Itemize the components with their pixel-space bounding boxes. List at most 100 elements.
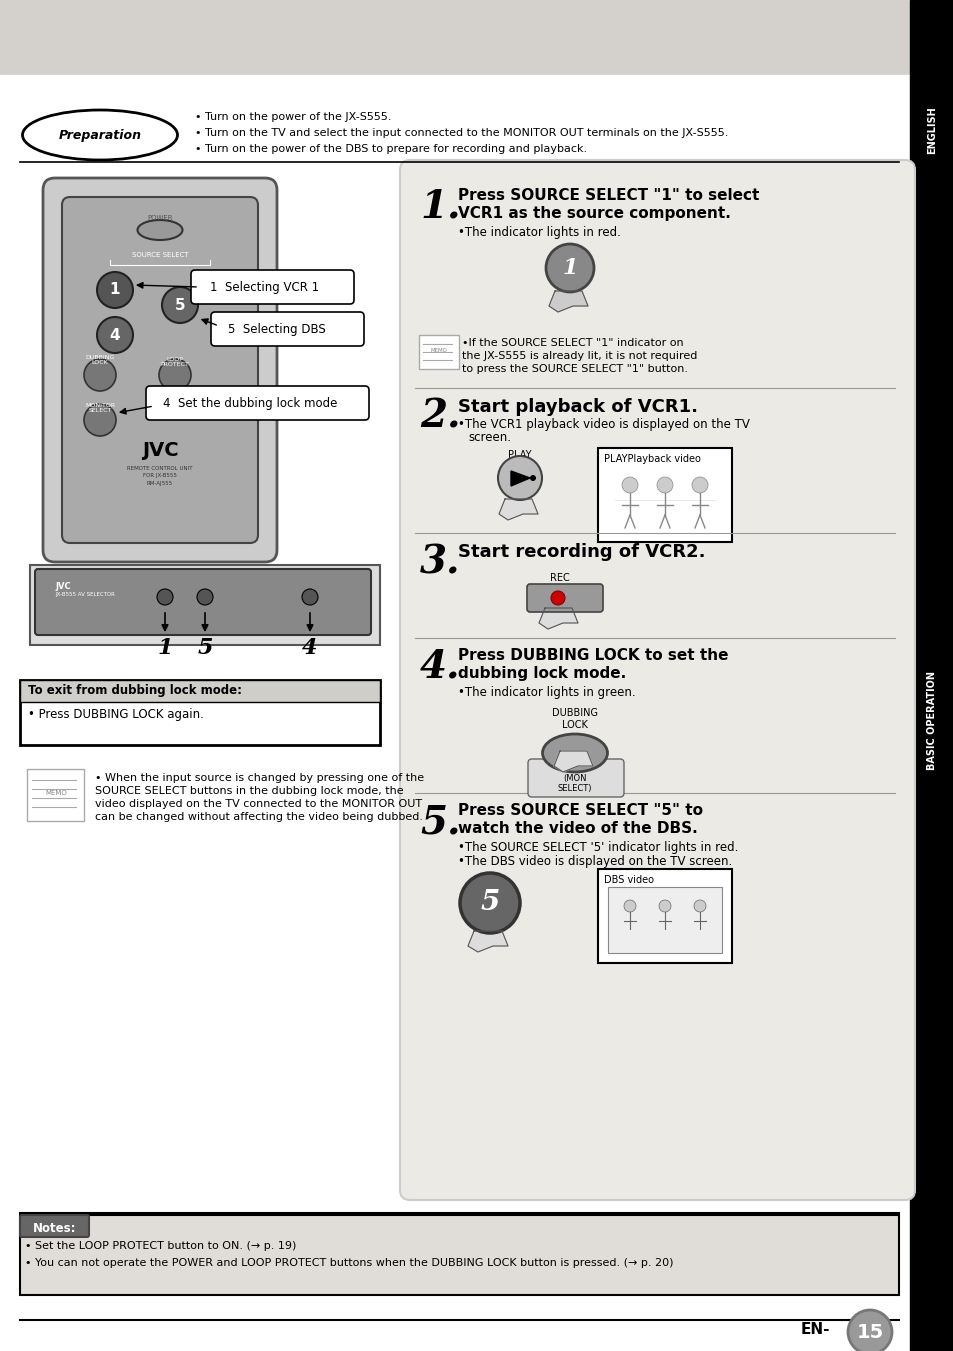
Text: (MON
SELECT): (MON SELECT) [558,774,592,793]
Text: DUBBING
LOCK: DUBBING LOCK [552,708,598,730]
Text: REMOTE CONTROL UNIT: REMOTE CONTROL UNIT [127,466,193,470]
FancyBboxPatch shape [527,759,623,797]
Circle shape [159,359,191,390]
Text: FOR JX-B555: FOR JX-B555 [143,473,176,478]
Text: 3.: 3. [419,543,460,581]
FancyBboxPatch shape [62,197,257,543]
FancyBboxPatch shape [399,159,914,1200]
Text: to press the SOURCE SELECT "1" button.: to press the SOURCE SELECT "1" button. [461,363,687,374]
FancyBboxPatch shape [27,769,84,821]
Circle shape [530,476,536,481]
Text: 1  Selecting VCR 1: 1 Selecting VCR 1 [210,281,319,295]
Text: 2.: 2. [419,399,460,436]
Text: To exit from dubbing lock mode:: To exit from dubbing lock mode: [28,684,242,697]
Text: • Press DUBBING LOCK again.: • Press DUBBING LOCK again. [28,708,204,721]
Circle shape [621,477,638,493]
Circle shape [659,900,670,912]
Text: SOURCE SELECT: SOURCE SELECT [132,253,188,258]
Text: screen.: screen. [468,431,511,444]
Text: • Turn on the power of the JX-S555.: • Turn on the power of the JX-S555. [194,112,391,122]
Circle shape [97,317,132,353]
Text: LOOP
PROTECT: LOOP PROTECT [160,357,190,367]
Bar [20,1215,898,1296]
Circle shape [551,590,564,605]
Text: 4  Set the dubbing lock mode: 4 Set the dubbing lock mode [163,397,337,409]
Ellipse shape [137,220,182,240]
Text: Start recording of VCR2.: Start recording of VCR2. [457,543,705,561]
Text: 5: 5 [197,638,213,659]
Circle shape [847,1310,891,1351]
Text: 5: 5 [174,297,185,312]
Text: • Set the LOOP PROTECT button to ON. (→ p. 19): • Set the LOOP PROTECT button to ON. (→ … [25,1242,296,1251]
FancyBboxPatch shape [43,178,276,562]
Text: 4.: 4. [419,648,460,686]
Circle shape [302,589,317,605]
Text: RM-AJ555: RM-AJ555 [147,481,172,486]
Bar [20,680,379,703]
Circle shape [84,404,116,436]
Polygon shape [468,931,507,952]
Ellipse shape [23,109,177,159]
FancyBboxPatch shape [35,569,371,635]
Text: DBS video: DBS video [603,875,654,885]
Text: •The VCR1 playback video is displayed on the TV: •The VCR1 playback video is displayed on… [457,417,749,431]
Text: •The indicator lights in green.: •The indicator lights in green. [457,686,635,698]
FancyBboxPatch shape [598,869,731,963]
Text: •If the SOURCE SELECT "1" indicator on: •If the SOURCE SELECT "1" indicator on [461,338,683,349]
Text: Press SOURCE SELECT "1" to select: Press SOURCE SELECT "1" to select [457,188,759,203]
Text: SOURCE SELECT buttons in the dubbing lock mode, the: SOURCE SELECT buttons in the dubbing loc… [95,786,403,796]
Text: 15: 15 [856,1323,882,1342]
Text: • You can not operate the POWER and LOOP PROTECT buttons when the DUBBING LOCK b: • You can not operate the POWER and LOOP… [25,1258,673,1269]
FancyBboxPatch shape [211,312,364,346]
Bar [909,0,953,1351]
Bar [20,680,379,744]
Polygon shape [538,608,578,630]
Text: can be changed without affecting the video being dubbed.: can be changed without affecting the vid… [95,812,422,821]
FancyBboxPatch shape [598,449,731,542]
Circle shape [196,589,213,605]
Circle shape [657,477,672,493]
Text: 1.: 1. [419,188,460,226]
Text: MEMO: MEMO [45,790,67,796]
FancyBboxPatch shape [418,335,458,369]
Text: ENGLISH: ENGLISH [926,107,936,154]
Text: •The DBS video is displayed on the TV screen.: •The DBS video is displayed on the TV sc… [457,855,732,867]
Text: Notes:: Notes: [33,1223,76,1235]
Text: PLAY: PLAY [508,450,531,459]
Text: 5  Selecting DBS: 5 Selecting DBS [228,323,325,336]
Text: MONITOR
SELECT: MONITOR SELECT [85,403,115,413]
Text: PLAYPlayback video: PLAYPlayback video [603,454,700,463]
Circle shape [691,477,707,493]
Circle shape [84,359,116,390]
Circle shape [545,245,594,292]
Text: Start playback of VCR1.: Start playback of VCR1. [457,399,698,416]
Text: • Turn on the power of the DBS to prepare for recording and playback.: • Turn on the power of the DBS to prepar… [194,145,586,154]
FancyBboxPatch shape [20,1215,89,1238]
Text: JVC: JVC [55,582,71,590]
FancyBboxPatch shape [526,584,602,612]
Polygon shape [498,499,537,520]
Text: EN-: EN- [800,1323,829,1337]
Text: • When the input source is changed by pressing one of the: • When the input source is changed by pr… [95,773,424,784]
Polygon shape [554,751,593,771]
Text: DUBBING
LOCK: DUBBING LOCK [85,354,114,365]
Text: •The SOURCE SELECT '5' indicator lights in red.: •The SOURCE SELECT '5' indicator lights … [457,842,738,854]
FancyBboxPatch shape [607,888,721,952]
Text: the JX-S555 is already lit, it is not required: the JX-S555 is already lit, it is not re… [461,351,697,361]
Text: Preparation: Preparation [58,128,141,142]
Text: 4: 4 [110,327,120,343]
Text: 4: 4 [302,638,317,659]
Text: 1: 1 [110,282,120,297]
Circle shape [693,900,705,912]
Text: JVC: JVC [142,440,178,459]
Text: 5: 5 [480,889,499,916]
Circle shape [162,286,198,323]
Text: JX-B555 AV SELECTOR: JX-B555 AV SELECTOR [55,592,114,597]
Text: 1: 1 [561,257,578,280]
Text: MEMO: MEMO [430,349,447,354]
FancyBboxPatch shape [146,386,369,420]
Text: 5.: 5. [419,802,460,842]
Text: watch the video of the DBS.: watch the video of the DBS. [457,821,697,836]
FancyBboxPatch shape [191,270,354,304]
Text: Press DUBBING LOCK to set the: Press DUBBING LOCK to set the [457,648,728,663]
